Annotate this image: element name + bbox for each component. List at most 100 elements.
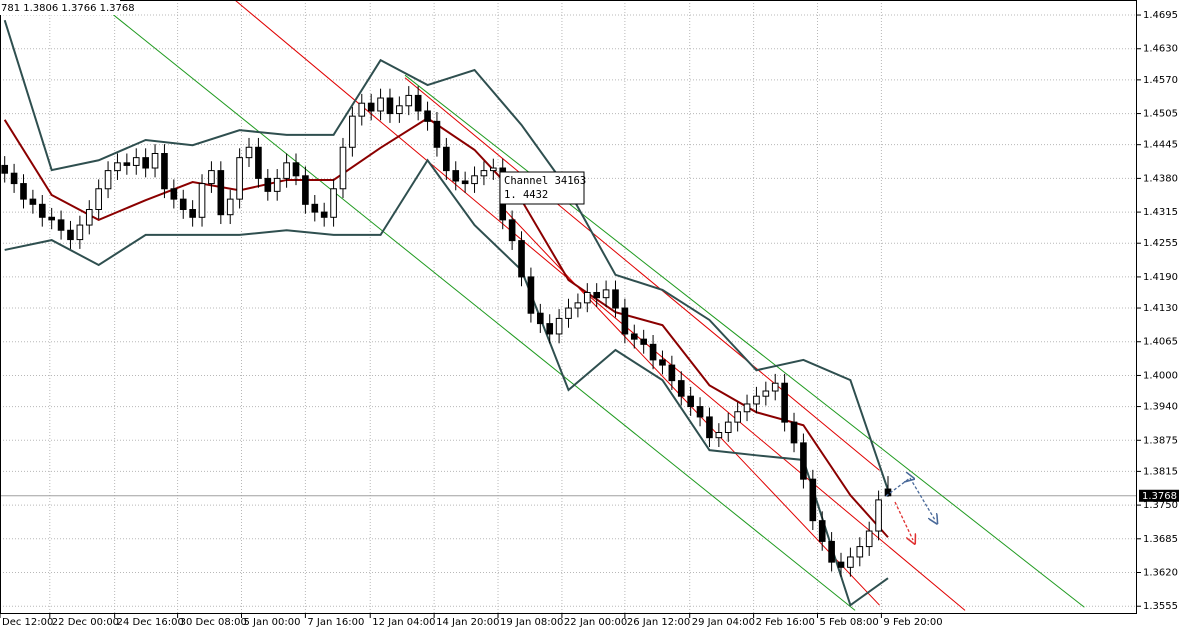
projection-arrow	[885, 478, 935, 520]
candle-body	[198, 183, 206, 218]
candle-body	[48, 216, 56, 221]
candle-body	[1, 164, 9, 174]
candle-body	[170, 188, 178, 200]
candle-body	[508, 219, 516, 242]
y-tick-label: 1.4570	[1143, 75, 1178, 86]
plot-border	[0, 0, 1137, 614]
candle-body	[414, 94, 422, 112]
candle-body	[245, 146, 253, 159]
projection-arrow	[894, 501, 913, 540]
candle-body	[696, 406, 704, 418]
x-tick-label: 29 Jan 04:00	[692, 617, 755, 628]
y-tick-label: 1.3815	[1143, 466, 1178, 477]
candle-body	[771, 382, 779, 392]
tooltip-value: 1. 4432	[504, 189, 548, 201]
x-tick-label: 14 Jan 20:00	[436, 617, 499, 628]
candle-body	[386, 97, 394, 115]
candle-body	[208, 170, 215, 185]
y-tick-label: 1.3555	[1143, 601, 1178, 612]
tooltip-title: Channel 34163	[504, 175, 586, 187]
candle-body	[612, 289, 619, 309]
candle-body	[837, 561, 845, 568]
x-tick-label: 22 Dec 00:00	[52, 617, 119, 628]
y-tick-label: 1.4130	[1143, 303, 1178, 314]
candle-body	[123, 162, 131, 166]
x-tick-label: 7 Jan 16:00	[307, 617, 364, 628]
candle-body	[818, 520, 826, 542]
candle-body	[574, 302, 582, 309]
candle-body	[593, 291, 601, 299]
y-tick-label: 1.4505	[1143, 109, 1178, 120]
candle-body	[753, 395, 760, 405]
y-tick-label: 1.4445	[1143, 140, 1178, 151]
candle-body	[433, 120, 441, 148]
candle-body	[865, 530, 873, 548]
candle-body	[790, 421, 798, 444]
tooltip: Channel 34163 1. 4432	[499, 171, 586, 205]
candle-body	[856, 546, 864, 558]
candle-body	[320, 211, 328, 218]
candle-body	[76, 224, 84, 241]
x-tick-label: Dec 12:00	[2, 617, 53, 628]
candle-body	[781, 382, 788, 423]
candle-body	[583, 291, 591, 304]
candle-body	[273, 177, 281, 192]
candle-body	[85, 209, 93, 226]
candle-body	[283, 162, 290, 179]
candle-body	[828, 540, 835, 563]
candle-body	[38, 203, 46, 218]
candle-body	[452, 170, 460, 182]
candle-body	[555, 317, 563, 335]
indicator-line	[3, 19, 889, 491]
indicator-line	[4, 158, 889, 607]
candle-body	[668, 364, 676, 382]
candle-body	[443, 146, 450, 172]
candle-body	[396, 105, 403, 115]
candle-body	[724, 421, 732, 433]
candle-body	[255, 146, 262, 179]
candle-body	[875, 499, 882, 532]
candle-body	[847, 556, 854, 568]
candle-body	[95, 188, 102, 211]
candle-body	[536, 312, 544, 325]
candle-body	[264, 177, 272, 192]
x-tick-label: 12 Jan 04:00	[372, 617, 435, 628]
candle-body	[546, 323, 554, 335]
axes: 1.4695 1.4630 1.4570 1.4505 1.4445 1.4380 1.43…	[0, 10, 1179, 628]
x-tick-label: 2 Feb 16:00	[756, 617, 815, 628]
candle-body	[104, 170, 112, 190]
candle-body	[565, 307, 572, 319]
candle-body	[743, 403, 751, 413]
y-tick-label: 1.4190	[1143, 272, 1178, 283]
x-tick-label: 9 Feb 20:00	[883, 617, 942, 628]
candle-body	[189, 209, 196, 218]
y-tick-label: 1.3620	[1143, 568, 1178, 579]
x-tick-label: 26 Jan 12:00	[627, 617, 690, 628]
candle-body	[311, 203, 319, 213]
candle-body	[20, 183, 27, 200]
candle-body	[10, 172, 18, 185]
candle-body	[114, 162, 121, 172]
channel-line	[404, 74, 1085, 608]
x-tick-label: 30 Dec 08:00	[180, 617, 247, 628]
candle-body	[57, 219, 65, 231]
candle-body	[142, 157, 149, 169]
candle-body	[339, 146, 347, 190]
candle-body	[132, 157, 140, 166]
y-tick-label: 1.3750	[1143, 500, 1178, 511]
candle-body	[302, 175, 309, 205]
y-tick-label: 1.4255	[1143, 238, 1178, 249]
y-tick-label: 1.3685	[1143, 534, 1178, 545]
candle-body	[226, 198, 234, 216]
candle-body	[649, 343, 657, 361]
candle-body	[358, 102, 366, 117]
last-price-label: 1.3768	[1142, 491, 1177, 502]
candle-body	[800, 442, 807, 480]
candle-body	[367, 102, 375, 112]
candle-body	[236, 157, 243, 200]
channel-line	[234, 0, 966, 611]
y-tick-label: 1.4630	[1143, 44, 1178, 55]
y-tick-label: 1.3875	[1143, 435, 1178, 446]
plot-area	[0, 0, 1137, 611]
